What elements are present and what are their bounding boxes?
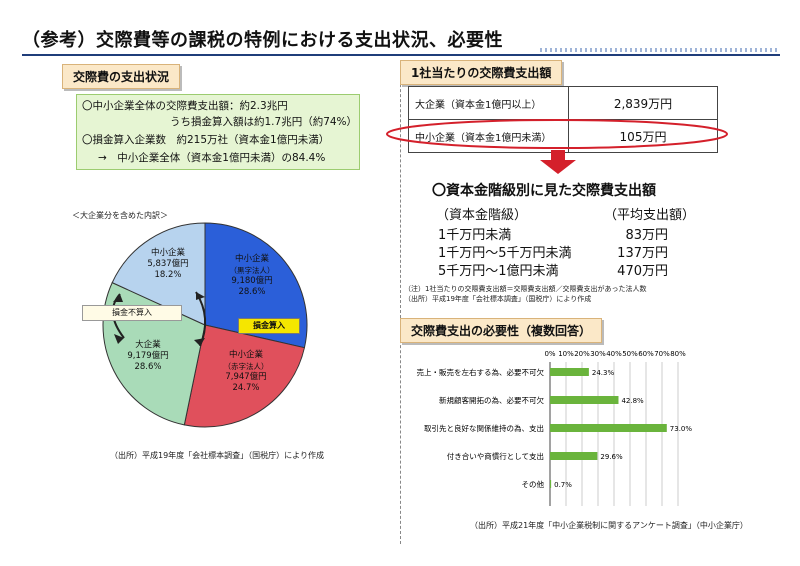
down-arrow-head-icon: [540, 160, 576, 174]
tag-deductible: 損金算入: [238, 318, 300, 334]
tick-label: 0%: [544, 350, 555, 358]
section-label-spending: 交際費の支出状況: [62, 64, 181, 89]
tick-label: 80%: [670, 350, 686, 358]
pie-label-amount: 7,947億円: [225, 372, 267, 382]
value-label: 29.6%: [600, 453, 623, 461]
tier-label: 1千万円～5千万円未満: [438, 246, 572, 261]
value-label: 42.8%: [621, 397, 644, 405]
bar: [550, 452, 598, 460]
pie-label-sub: （赤字法人）: [223, 362, 269, 371]
pie-label-name: 中小企業: [228, 350, 263, 360]
pie-caption: ＜大企業分を含めた内訳＞: [72, 211, 168, 220]
value-label: 73.0%: [670, 425, 693, 433]
summary-line-1: 〇中小企業全体の交際費支出額：約2.3兆円: [82, 100, 288, 112]
summary-line-2: うち損金算入額は約1.7兆円（約74%）: [170, 116, 358, 128]
necessity-bar-chart: 0% 10% 20% 30% 40% 50% 60% 70% 80% 売上・販売を左右する為、必要…: [417, 350, 693, 506]
section-label-per-company: 1社当たりの交際費支出額: [400, 60, 563, 85]
category-label: 取引先と良好な関係維持の為、支出: [424, 423, 544, 433]
tier-value: 470万円: [617, 264, 668, 279]
pie-label-amount: 9,180億円: [231, 276, 273, 286]
table-cell-value: 2,839万円: [568, 86, 718, 120]
note-2: （出所）平成19年度「会社標本調査」（国税庁）により作成: [404, 295, 592, 303]
pie-slice: [204, 222, 308, 349]
highlight-overlay: [386, 119, 728, 174]
table-row: 大企業（資本金1億円以上） 2,839万円: [408, 86, 718, 120]
breakdown-heading: 〇資本金階級別に見た交際費支出額: [432, 183, 656, 199]
arrow-head-icon: [196, 292, 205, 300]
pie-label-sme-profit: 中小企業 （黒字法人） 9,180億円 28.6%: [222, 254, 282, 298]
summary-box: [76, 94, 360, 170]
pie-slice: [183, 324, 306, 428]
pie-label-sme-loss: 中小企業 （赤字法人） 7,947億円 24.7%: [216, 350, 276, 394]
title-underline: [22, 54, 780, 56]
section-label-necessity: 交際費支出の必要性（複数回答）: [400, 318, 603, 343]
value-label: 0.7%: [554, 481, 572, 489]
pie-label-pct: 28.6%: [134, 362, 162, 372]
source-left: （出所）平成19年度「会社標本調査」（国税庁）により作成: [110, 451, 325, 460]
tick-label: 10%: [558, 350, 574, 358]
pie-label-sub: （黒字法人）: [229, 266, 275, 275]
tick-label: 40%: [606, 350, 622, 358]
tag-not-deductible: 損金不算入: [82, 305, 182, 321]
pie-label-pct: 18.2%: [154, 270, 182, 280]
tick-label: 50%: [622, 350, 638, 358]
tier-value: 137万円: [617, 246, 668, 261]
pie-label-amount: 9,179億円: [127, 351, 169, 361]
pie-label-pct: 28.6%: [238, 287, 266, 297]
column-divider: [400, 64, 401, 544]
col-head-right: （平均支出額）: [604, 208, 696, 223]
page-title: （参考）交際費等の課税の特例における支出状況、必要性: [22, 30, 503, 51]
pie-label-pct: 24.7%: [232, 383, 260, 393]
category-label: 付き合いや商慣行として支出: [447, 451, 544, 461]
highlight-ellipse: [386, 119, 728, 149]
bar: [550, 480, 552, 488]
summary-line-3: 〇損金算入企業数 約215万社（資本金1億円未満）: [82, 134, 330, 146]
tier-label: 5千万円～1億円未満: [438, 264, 559, 279]
bar: [550, 368, 589, 376]
pie-label-sme: 中小企業 5,837億円 18.2%: [138, 248, 198, 281]
category-label: その他: [522, 479, 545, 489]
value-label: 24.3%: [592, 369, 615, 377]
title-decoration: [540, 48, 780, 52]
down-arrow-icon: [551, 150, 565, 160]
pie-label-name: 中小企業: [150, 248, 185, 258]
tick-label: 60%: [638, 350, 654, 358]
bar: [550, 424, 667, 432]
category-label: 売上・販売を左右する為、必要不可欠: [417, 367, 545, 377]
note-1: （注）1社当たりの交際費支出額＝交際費支出額／交際費支出があった法人数: [404, 285, 647, 293]
pie-label-name: 中小企業: [234, 254, 269, 264]
summary-line-4: → 中小企業全体（資本金1億円未満）の84.4%: [98, 152, 326, 164]
tick-label: 20%: [574, 350, 590, 358]
pie-label-name: 大企業: [135, 340, 161, 350]
pie-label-amount: 5,837億円: [147, 259, 189, 269]
source-right: （出所）平成21年度「中小企業税制に関するアンケート調査」（中小企業庁）: [470, 521, 748, 530]
arrow-head-icon: [194, 338, 205, 346]
tier-value: 83万円: [625, 228, 668, 243]
category-label: 新規顧客開拓の為、必要不可欠: [439, 395, 544, 405]
col-head-left: （資本金階級）: [436, 208, 528, 223]
tick-label: 70%: [654, 350, 670, 358]
tier-label: 1千万円未満: [438, 228, 512, 243]
pie-label-large: 大企業 9,179億円 28.6%: [118, 340, 178, 373]
bar: [550, 396, 619, 404]
arrow-head-icon: [114, 334, 124, 344]
arrow-head-icon: [113, 294, 123, 302]
pie-slice: [111, 222, 206, 326]
table-cell-name: 大企業（資本金1億円以上）: [408, 86, 569, 120]
tick-label: 30%: [590, 350, 606, 358]
